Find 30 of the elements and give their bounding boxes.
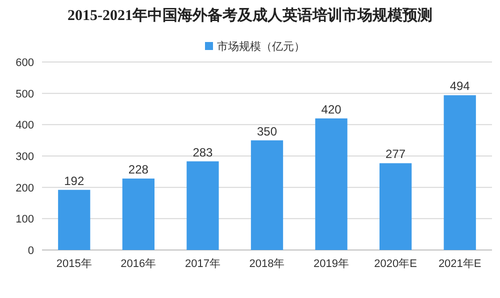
y-tick-label: 600 bbox=[16, 57, 34, 69]
data-label: 228 bbox=[128, 162, 149, 177]
y-tick-label: 200 bbox=[16, 182, 34, 194]
y-tick-label: 100 bbox=[16, 214, 34, 226]
data-label: 494 bbox=[450, 79, 470, 94]
bar bbox=[444, 95, 476, 250]
x-tick-label: 2019年 bbox=[314, 258, 350, 270]
data-label: 420 bbox=[321, 102, 342, 116]
bar bbox=[380, 163, 412, 250]
bar bbox=[58, 190, 90, 250]
y-tick-label: 0 bbox=[28, 245, 34, 257]
data-label: 283 bbox=[192, 145, 214, 160]
x-tick-label: 2020年E bbox=[374, 258, 417, 270]
data-label: 350 bbox=[256, 124, 278, 138]
x-tick-label: 2017年 bbox=[184, 258, 220, 270]
chart-title: 2015-2021年中国海外备考及成人英语培训市场规模预测 bbox=[68, 6, 432, 24]
y-tick-label: 400 bbox=[16, 120, 34, 132]
y-tick-label: 500 bbox=[16, 88, 34, 100]
data-label: 192 bbox=[64, 174, 84, 188]
x-tick-label: 2016年 bbox=[120, 258, 156, 270]
x-tick-label: 2015年 bbox=[56, 258, 92, 270]
bar bbox=[186, 161, 219, 250]
legend-label: 市场规模（亿元） bbox=[217, 40, 305, 53]
bar bbox=[315, 118, 348, 250]
bar bbox=[250, 140, 284, 250]
y-tick-label: 300 bbox=[16, 151, 34, 163]
data-label: 277 bbox=[386, 147, 406, 162]
bar bbox=[122, 178, 154, 250]
x-tick-label: 2018年 bbox=[249, 258, 285, 270]
x-tick-label: 2021年E bbox=[438, 258, 482, 270]
